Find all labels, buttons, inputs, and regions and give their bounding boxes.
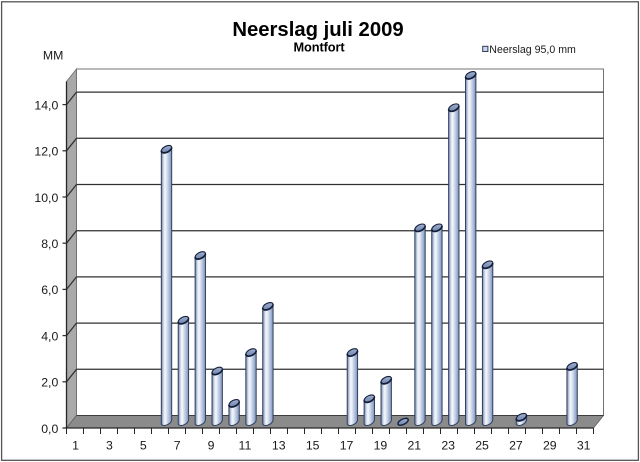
svg-text:31: 31 [577,439,591,453]
svg-text:8,0: 8,0 [41,237,58,251]
svg-text:25: 25 [475,439,489,453]
svg-text:27: 27 [509,439,523,453]
svg-text:Neerslag 95,0 mm: Neerslag 95,0 mm [489,44,576,56]
svg-text:7: 7 [174,439,181,453]
svg-text:9: 9 [208,439,215,453]
svg-text:Montfort: Montfort [293,39,345,54]
svg-text:3: 3 [106,439,113,453]
svg-text:12,0: 12,0 [34,145,58,159]
svg-text:4,0: 4,0 [41,329,58,343]
svg-text:15: 15 [306,439,320,453]
svg-text:14,0: 14,0 [34,98,58,112]
svg-text:5: 5 [140,439,147,453]
svg-text:2,0: 2,0 [41,376,58,390]
svg-text:0,0: 0,0 [41,422,58,436]
svg-text:23: 23 [441,439,455,453]
svg-text:6,0: 6,0 [41,283,58,297]
svg-text:10,0: 10,0 [34,191,58,205]
svg-text:MM: MM [43,49,64,63]
svg-text:Neerslag juli 2009: Neerslag juli 2009 [232,19,403,41]
svg-text:21: 21 [407,439,421,453]
svg-text:11: 11 [239,439,252,453]
svg-text:29: 29 [543,439,557,453]
svg-text:13: 13 [272,439,286,453]
svg-text:17: 17 [340,439,354,453]
svg-text:19: 19 [374,439,388,453]
svg-text:1: 1 [72,439,79,453]
